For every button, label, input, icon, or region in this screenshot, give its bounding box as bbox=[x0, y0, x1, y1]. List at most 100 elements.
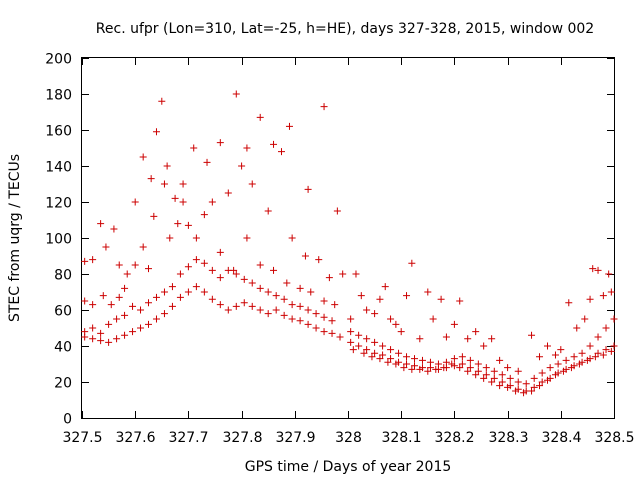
data-point bbox=[363, 346, 371, 354]
data-point bbox=[528, 387, 536, 395]
y-tick-label: 20 bbox=[54, 376, 72, 392]
y-axis-label: STEC from uqrg / TECUs bbox=[7, 154, 23, 322]
x-axis-label: GPS time / Days of year 2015 bbox=[245, 459, 452, 475]
data-point bbox=[203, 158, 211, 166]
data-point bbox=[466, 364, 474, 372]
data-point bbox=[166, 234, 174, 242]
data-point bbox=[152, 315, 160, 323]
data-point bbox=[158, 97, 166, 105]
data-point bbox=[192, 256, 200, 264]
y-tick-label: 140 bbox=[45, 160, 72, 176]
data-point bbox=[113, 315, 121, 323]
data-point bbox=[347, 315, 355, 323]
data-point bbox=[607, 288, 615, 296]
data-point bbox=[216, 248, 224, 256]
data-point bbox=[387, 315, 395, 323]
data-point bbox=[264, 288, 272, 296]
data-point bbox=[129, 302, 137, 310]
x-tick-label: 328.5 bbox=[594, 430, 634, 446]
data-point bbox=[102, 243, 110, 251]
data-point bbox=[315, 256, 323, 264]
data-point bbox=[384, 358, 392, 366]
data-point bbox=[403, 353, 411, 361]
data-point bbox=[105, 320, 113, 328]
data-point bbox=[381, 283, 389, 291]
data-point bbox=[355, 342, 363, 350]
data-point bbox=[347, 338, 355, 346]
data-point bbox=[174, 220, 182, 228]
y-tick-label: 120 bbox=[45, 196, 72, 212]
data-point bbox=[184, 288, 192, 296]
data-point bbox=[416, 335, 424, 343]
data-point bbox=[216, 139, 224, 147]
data-point bbox=[599, 292, 607, 300]
data-point bbox=[355, 331, 363, 339]
data-point bbox=[129, 328, 137, 336]
y-tick-label: 160 bbox=[45, 124, 72, 140]
x-tick-label: 327.5 bbox=[62, 430, 102, 446]
data-point bbox=[594, 333, 602, 341]
data-point bbox=[530, 374, 538, 382]
data-point bbox=[296, 284, 304, 292]
data-point bbox=[296, 302, 304, 310]
data-point bbox=[333, 207, 341, 215]
data-point bbox=[504, 364, 512, 372]
data-point bbox=[551, 371, 559, 379]
data-point bbox=[408, 259, 416, 267]
data-point bbox=[371, 338, 379, 346]
data-point bbox=[192, 283, 200, 291]
data-point bbox=[551, 351, 559, 359]
data-point bbox=[224, 306, 232, 314]
data-point bbox=[602, 346, 610, 354]
data-point bbox=[496, 356, 504, 364]
data-point bbox=[363, 335, 371, 343]
data-point bbox=[288, 315, 296, 323]
data-point bbox=[498, 371, 506, 379]
data-point bbox=[243, 144, 251, 152]
data-point bbox=[123, 270, 131, 278]
data-point bbox=[591, 353, 599, 361]
x-tick-labels: 327.5 327.6 327.7 327.8 327.9 328 328.1 328.2 32… bbox=[62, 430, 634, 446]
data-point bbox=[243, 234, 251, 242]
data-point bbox=[99, 292, 107, 300]
data-point bbox=[586, 295, 594, 303]
data-point bbox=[168, 283, 176, 291]
x-tick-label: 328.2 bbox=[434, 430, 474, 446]
data-point bbox=[536, 353, 544, 361]
data-point bbox=[256, 306, 264, 314]
data-point bbox=[312, 324, 320, 332]
data-point bbox=[160, 288, 168, 296]
data-point bbox=[139, 243, 147, 251]
data-point bbox=[418, 356, 426, 364]
data-point bbox=[538, 378, 546, 386]
data-point bbox=[536, 382, 544, 390]
data-point bbox=[272, 292, 280, 300]
data-point bbox=[450, 355, 458, 363]
data-point bbox=[283, 279, 291, 287]
data-point bbox=[376, 295, 384, 303]
data-point bbox=[594, 266, 602, 274]
data-point bbox=[121, 284, 129, 292]
data-point bbox=[160, 310, 168, 318]
data-point bbox=[562, 356, 570, 364]
plot-frame bbox=[81, 57, 615, 419]
data-point bbox=[371, 349, 379, 357]
data-point bbox=[139, 153, 147, 161]
data-point bbox=[288, 234, 296, 242]
data-point bbox=[387, 346, 395, 354]
data-point bbox=[403, 292, 411, 300]
data-point bbox=[349, 346, 357, 354]
data-point bbox=[145, 299, 152, 307]
data-point bbox=[607, 347, 615, 355]
data-point bbox=[232, 90, 240, 98]
data-point bbox=[440, 364, 448, 372]
data-point bbox=[450, 320, 458, 328]
data-point bbox=[256, 113, 264, 121]
data-point bbox=[490, 374, 498, 382]
data-point bbox=[304, 306, 312, 314]
data-point bbox=[224, 189, 232, 197]
y-tick-label: 80 bbox=[54, 268, 72, 284]
data-point bbox=[546, 364, 554, 372]
data-point bbox=[256, 261, 264, 269]
